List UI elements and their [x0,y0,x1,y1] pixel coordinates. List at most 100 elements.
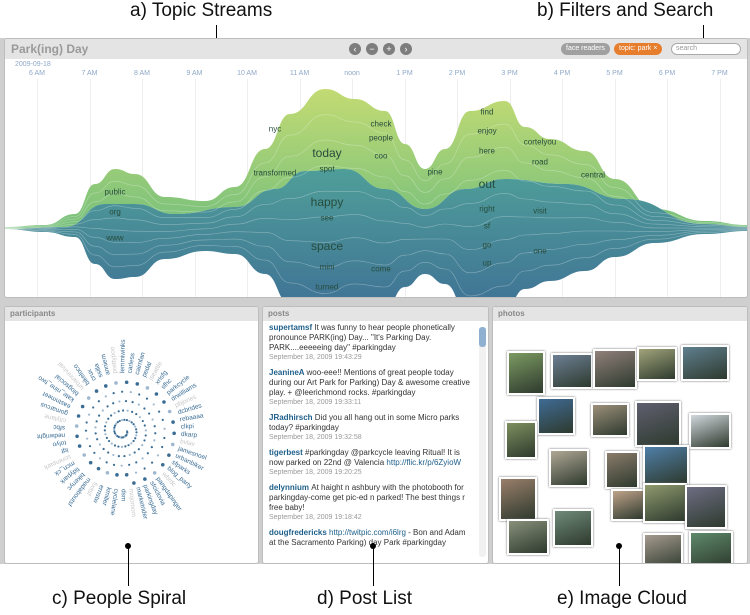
post-item[interactable]: tigerbest #parkingday @parkcycle leaving… [263,446,488,481]
spiral-dot[interactable] [120,419,124,422]
photo-thumbnail[interactable] [685,485,727,529]
stream-word[interactable]: see [320,213,334,223]
participant-name[interactable]: dsm [120,489,127,501]
spiral-dot[interactable] [144,434,147,437]
spiral-dot[interactable] [145,386,150,390]
post-user[interactable]: dougfredericks [269,528,330,537]
participant-name[interactable]: dkarp [181,431,198,439]
previous-icon[interactable]: ‹ [349,43,361,55]
spiral-dot[interactable] [171,420,175,424]
photo-thumbnail[interactable] [507,351,545,395]
spiral-dot[interactable] [132,423,135,426]
spiral-dot[interactable] [94,432,97,435]
spiral-dot[interactable] [167,409,172,414]
spiral-dot[interactable] [161,445,164,449]
spiral-dot[interactable] [107,451,110,454]
spiral-dot[interactable] [118,419,121,423]
spiral-dot[interactable] [103,429,106,432]
participant-name[interactable]: ssilla [93,362,105,378]
stream-word[interactable]: transformed [253,168,297,178]
spiral-dot[interactable] [112,392,115,395]
post-item[interactable]: dougfredericks http://twitpic.com/i6lrg … [263,526,488,551]
spiral-dot[interactable] [143,424,146,427]
participant-name[interactable]: mojomom [127,488,137,517]
spiral-dot[interactable] [132,439,135,443]
participant-name[interactable]: cyclelane [109,488,120,516]
spiral-dot[interactable] [123,454,126,458]
stream-word[interactable]: space [310,239,344,253]
photo-thumbnail[interactable] [605,451,639,489]
spiral-dot[interactable] [98,443,101,446]
spiral-dot[interactable] [82,453,87,457]
spiral-dot[interactable] [132,481,136,485]
stream-word[interactable]: check [370,119,392,129]
stream-word[interactable]: nyc [268,124,282,134]
spiral-dot[interactable] [113,432,117,435]
spiral-dot[interactable] [76,414,81,418]
spiral-dot[interactable] [77,444,82,448]
post-item[interactable]: JRadhirsch Did you all hang out in some … [263,411,488,446]
spiral-dot[interactable] [105,461,108,464]
post-link[interactable]: http://twitpic.com/i6lrg [329,528,409,537]
photo-thumbnail[interactable] [537,397,575,435]
spiral-dot[interactable] [170,442,175,447]
spiral-dot[interactable] [104,395,107,398]
participant-name[interactable]: bvlav [179,438,196,448]
spiral-dot[interactable] [143,467,146,470]
participant-name[interactable]: lemmiwinks [119,339,127,373]
spiral-dot[interactable] [134,471,138,474]
spiral-dot[interactable] [118,400,121,403]
post-link[interactable]: http://flic.kr/p/6ZyioW [384,458,462,467]
spiral-dot[interactable] [128,419,131,423]
spiral-dot[interactable] [121,409,125,412]
spiral-dot[interactable] [117,410,120,413]
spiral-dot[interactable] [114,381,118,385]
photo-thumbnail[interactable] [689,531,733,563]
photo-thumbnail[interactable] [593,349,637,389]
post-item[interactable]: JeanineA woo-eee!! Mentions of great peo… [263,366,488,411]
spiral-dot[interactable] [126,409,129,412]
spiral-dot[interactable] [153,439,156,442]
post-user[interactable]: supertamsf [269,323,315,332]
spiral-dot[interactable] [117,445,120,448]
face-readers-filter[interactable]: face readers [561,43,610,55]
spiral-dot[interactable] [152,403,155,406]
spiral-dot[interactable] [113,426,116,429]
photo-thumbnail[interactable] [505,421,537,459]
spiral-dot[interactable] [85,421,88,424]
spiral-dot[interactable] [110,442,113,445]
spiral-dot[interactable] [112,453,115,457]
spiral-dot[interactable] [88,460,93,465]
spiral-dot[interactable] [153,425,156,428]
stream-word[interactable]: spot [319,164,335,174]
spiral-dot[interactable] [94,389,99,393]
photo-thumbnail[interactable] [507,519,549,555]
spiral-dot[interactable] [124,445,127,448]
spiral-dot[interactable] [121,390,124,393]
spiral-dot[interactable] [113,428,116,431]
spiral-dot[interactable] [115,473,119,477]
post-item[interactable]: delynnium At haight n ashbury with the p… [263,481,488,526]
participant-name[interactable]: tolyo [52,439,67,448]
spiral-dot[interactable] [75,434,79,439]
photo-thumbnail[interactable] [553,509,593,547]
spiral-dot[interactable] [93,451,96,454]
photo-thumbnail[interactable] [635,401,681,447]
spiral-dot[interactable] [135,412,138,416]
spiral-dot[interactable] [94,426,97,429]
participant-name[interactable]: lqt [60,446,69,455]
spiral-dot[interactable] [84,429,88,432]
spiral-dot[interactable] [120,445,124,448]
participant-name[interactable]: citylane [43,412,66,424]
spiral-dot[interactable] [145,397,149,400]
spiral-dot[interactable] [138,393,141,396]
spiral-dot[interactable] [115,422,118,425]
spiral-dot[interactable] [135,431,138,434]
participant-name[interactable]: clkpi [181,423,194,431]
spiral-dot[interactable] [130,421,133,424]
post-list[interactable]: supertamsf It was funny to hear people p… [263,321,488,551]
post-item[interactable]: supertamsf It was funny to hear people p… [263,321,488,366]
spiral-dot[interactable] [88,445,92,448]
spiral-dot[interactable] [103,425,107,428]
photo-thumbnail[interactable] [689,413,731,449]
